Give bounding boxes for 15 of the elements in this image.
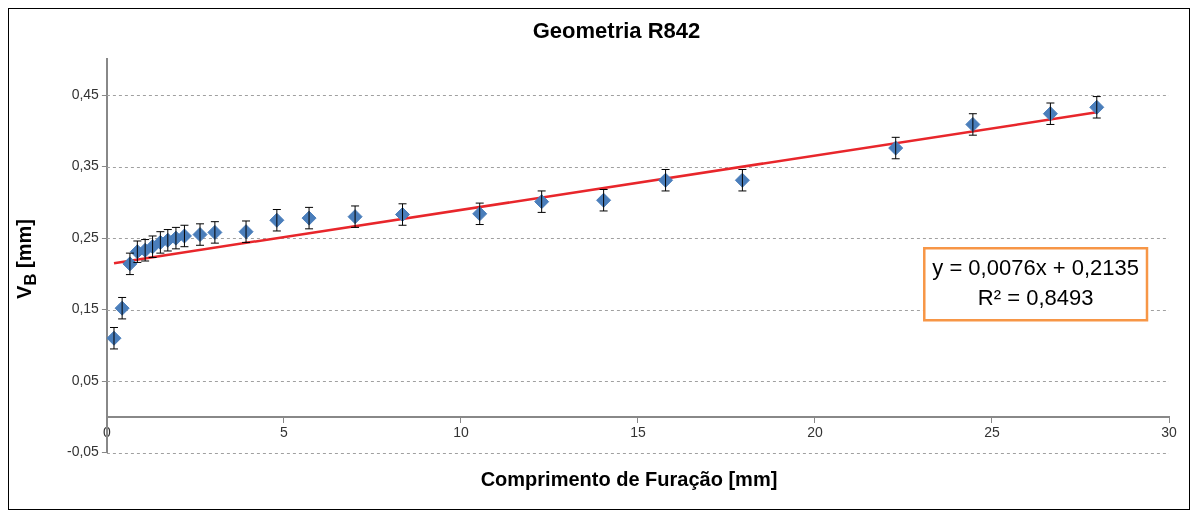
x-axis-title: Comprimento de Furação [mm] xyxy=(479,468,779,491)
x-tick-label: 15 xyxy=(630,424,646,441)
y-tick-label: 0,15 xyxy=(71,300,100,317)
y-tick-label: 0,25 xyxy=(71,228,100,245)
y-tick-label: -0,05 xyxy=(66,443,100,460)
chart-title: Geometria R842 xyxy=(532,18,701,44)
x-tick-label: 30 xyxy=(1161,424,1177,441)
x-tick-label: 5 xyxy=(280,424,289,441)
x-tick-label: 20 xyxy=(807,424,823,441)
y-tick-label: 0,35 xyxy=(71,157,100,174)
y-tick-label: 0,45 xyxy=(71,86,100,102)
annotation: y = 0,0076x + 0,2135 R² = 0,8493 xyxy=(932,255,1140,311)
y-tick-label: 0,05 xyxy=(71,371,100,388)
x-tick-label: 10 xyxy=(453,424,469,441)
x-tick-label: 25 xyxy=(984,424,1000,441)
